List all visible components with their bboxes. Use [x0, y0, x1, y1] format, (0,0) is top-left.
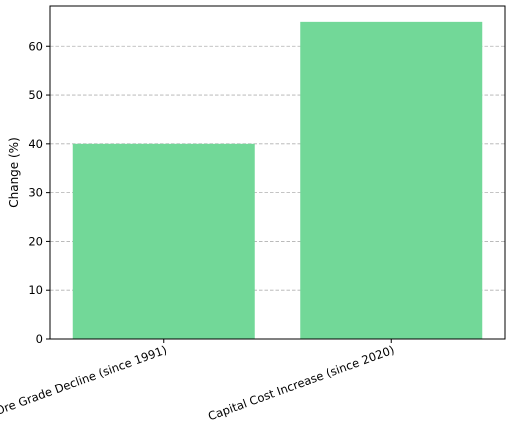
y-tick-label: 0 — [36, 332, 43, 346]
y-tick-label: 30 — [28, 186, 43, 200]
y-tick-label: 20 — [28, 234, 43, 248]
y-tick-label: 60 — [28, 39, 43, 53]
x-tick-label: Capital Cost Increase (since 2020) — [206, 343, 396, 424]
y-axis-ticks: 0 10 20 30 40 50 60 — [28, 39, 50, 346]
y-tick-label: 10 — [28, 283, 43, 297]
y-tick-label: 50 — [28, 88, 43, 102]
y-tick-label: 40 — [28, 137, 43, 151]
bars — [73, 22, 483, 339]
y-axis-label: Change (%) — [7, 137, 21, 208]
x-tick-label: Ore Grade Decline (since 1991) — [0, 343, 169, 418]
bar — [300, 22, 482, 339]
x-axis-ticks: Ore Grade Decline (since 1991) Capital Co… — [0, 339, 396, 423]
bar — [73, 144, 255, 339]
